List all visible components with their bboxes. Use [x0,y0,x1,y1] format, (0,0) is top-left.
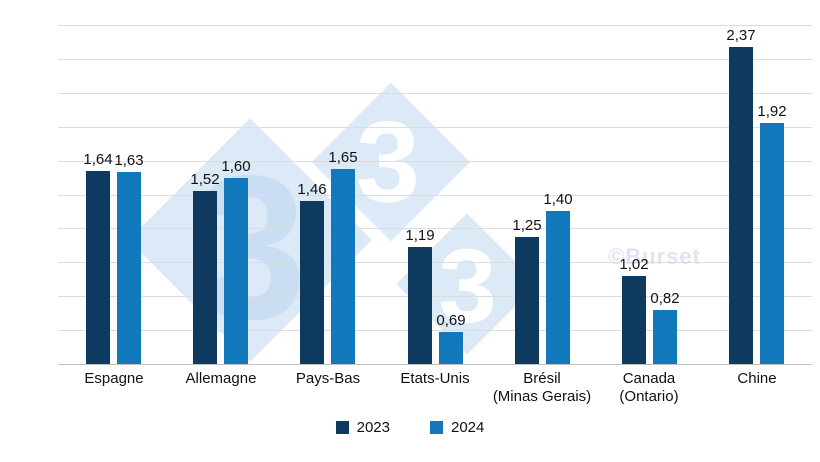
category-label: Pays-Bas [295,370,361,387]
gridline [58,127,812,128]
gridline [58,330,812,331]
legend: 2023 2024 [0,419,820,436]
value-label-2024-canada-ontario: 0,82 [650,290,680,307]
value-label-2023-etats-unis: 1,19 [405,227,435,244]
bar-2024-espagne [117,172,141,364]
category-label: Chine [737,370,777,387]
value-label-2023-allemagne: 1,52 [190,171,220,188]
value-label-2024-br-sil-minas-gerais: 1,40 [543,191,573,208]
bar-2023-chine [729,47,753,364]
x-axis-line [58,364,812,365]
legend-swatch-2024 [430,421,443,434]
bar-2023-espagne [86,171,110,364]
value-label-2023-br-sil-minas-gerais: 1,25 [512,217,542,234]
bar-2023-canada-ontario [622,276,646,364]
gridline [58,296,812,297]
bar-2024-canada-ontario [653,310,677,364]
bar-2024-allemagne [224,178,248,364]
value-label-2024-etats-unis: 0,69 [436,312,466,329]
bar-2023-pays-bas [300,201,324,364]
category-label: Allemagne [185,370,257,387]
legend-item-2023: 2023 [335,419,390,436]
legend-label-2023: 2023 [356,419,390,436]
value-label-2024-espagne: 1,63 [114,152,144,169]
value-label-2024-pays-bas: 1,65 [328,149,358,166]
value-label-2023-chine: 2,37 [726,27,756,44]
bar-2024-chine [760,123,784,364]
legend-swatch-2023 [335,421,349,434]
value-label-2023-espagne: 1,64 [83,151,113,168]
gridline [58,161,812,162]
bar-2024-etats-unis [439,332,463,364]
value-label-2023-pays-bas: 1,46 [297,181,327,198]
gridline [58,262,812,263]
category-label: Espagne [84,370,144,387]
gridline [58,228,812,229]
gridline [58,59,812,60]
category-label: Canada (Ontario) [619,370,679,405]
category-label: Etats-Unis [400,370,470,387]
gridline [58,93,812,94]
watermark-small-three-bottom: 3 [438,227,497,345]
watermark-copyright: ©Burset [608,244,701,269]
bar-2023-allemagne [193,191,217,364]
value-label-2023-canada-ontario: 1,02 [619,256,649,273]
gridline [58,25,812,26]
bar-2023-etats-unis [408,247,432,364]
legend-label-2024: 2024 [451,419,485,436]
gridline [58,195,812,196]
bar-2023-br-sil-minas-gerais [515,237,539,364]
legend-item-2024: 2024 [430,419,484,436]
bar-2024-pays-bas [331,169,355,364]
bar-2024-br-sil-minas-gerais [546,211,570,364]
category-label: Brésil (Minas Gerais) [492,370,592,405]
value-label-2024-allemagne: 1,60 [221,158,251,175]
value-label-2024-chine: 1,92 [757,103,787,120]
